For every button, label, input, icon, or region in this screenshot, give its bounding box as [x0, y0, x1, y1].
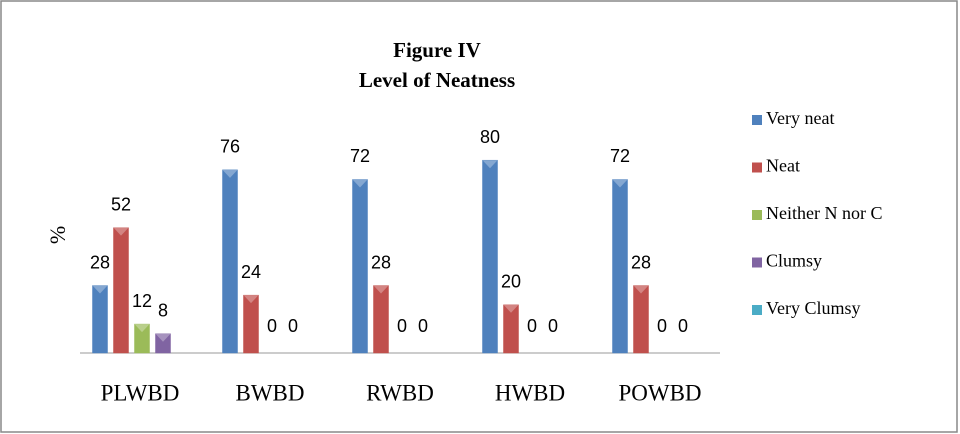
bar	[352, 179, 368, 354]
legend-swatch	[752, 257, 762, 268]
bar	[482, 159, 498, 354]
bar-top	[373, 285, 389, 294]
data-label: 28	[371, 252, 391, 272]
legend-label: Clumsy	[766, 251, 822, 271]
legend-label: Very neat	[766, 108, 834, 128]
bar-top	[113, 227, 129, 236]
bar	[243, 294, 259, 354]
bar-top	[92, 285, 108, 294]
bar-top	[155, 333, 171, 342]
data-label: 28	[631, 252, 651, 272]
legend-label: Neither N nor C	[766, 203, 882, 223]
bar	[113, 227, 129, 354]
x-tick-label: RWBD	[366, 380, 434, 405]
data-label: 0	[267, 316, 277, 336]
data-label: 0	[657, 316, 667, 336]
bar-top	[352, 179, 368, 188]
bar	[503, 304, 519, 354]
data-label: 72	[610, 146, 630, 166]
data-label: 28	[90, 252, 110, 272]
data-label: 24	[241, 262, 261, 282]
legend-swatch	[752, 115, 762, 125]
data-label: 52	[111, 194, 131, 214]
data-label: 0	[288, 316, 298, 336]
bar-top	[633, 285, 649, 294]
data-label: 0	[527, 316, 537, 336]
data-label: 0	[418, 316, 428, 336]
x-tick-label: BWBD	[236, 380, 305, 405]
bar	[155, 333, 171, 354]
x-tick-label: HWBD	[495, 380, 565, 405]
legend-swatch	[752, 162, 762, 173]
data-label: 12	[132, 291, 152, 311]
bar	[134, 323, 150, 354]
data-label: 0	[678, 316, 688, 336]
y-axis-label: %	[45, 226, 70, 244]
bar	[373, 285, 389, 354]
data-label: 80	[480, 127, 500, 147]
legend-swatch	[752, 305, 762, 315]
chart-subtitle: Level of Neatness	[359, 68, 515, 92]
data-label: 8	[158, 300, 168, 320]
data-label: 76	[220, 137, 240, 157]
bar	[92, 285, 108, 354]
legend-swatch	[752, 210, 762, 220]
bar-top	[612, 179, 628, 188]
bar	[633, 285, 649, 354]
bar	[222, 169, 238, 354]
data-label: 0	[397, 316, 407, 336]
bar-top	[503, 304, 519, 313]
data-label: 72	[350, 146, 370, 166]
bar-top	[243, 295, 259, 304]
bar	[612, 179, 628, 354]
x-tick-label: POWBD	[618, 380, 701, 405]
bar-top	[482, 160, 498, 169]
legend-label: Very Clumsy	[766, 298, 861, 318]
bar-top	[222, 169, 238, 178]
data-label: 0	[548, 316, 558, 336]
bar-top	[134, 324, 150, 333]
x-tick-label: PLWBD	[101, 380, 180, 405]
data-label: 20	[501, 272, 521, 292]
chart-title: Figure IV	[393, 38, 481, 62]
legend-label: Neat	[766, 156, 800, 176]
